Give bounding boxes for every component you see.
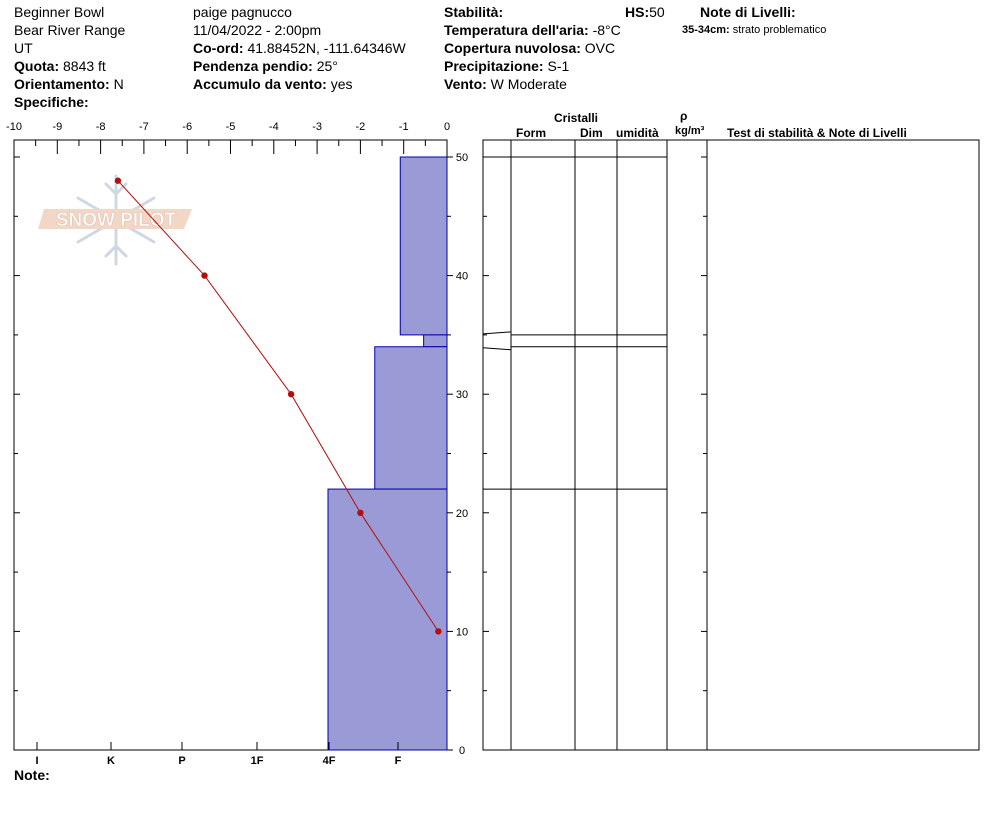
elevation-row: Quota: 8843 ft: [14, 58, 106, 74]
snowpilot-logo: SNOW PILOT: [38, 174, 192, 266]
hardness-bars: [327, 156, 448, 751]
layer-connector: [482, 347, 512, 351]
depth-tick-label: 10: [456, 626, 468, 638]
layer-connector: [482, 331, 512, 335]
slope-value: 25°: [316, 58, 338, 74]
wind-loading-value: yes: [330, 76, 353, 92]
hs-row: HS:50: [625, 4, 665, 20]
layer-note-row: 35-34cm: strato problematico: [682, 24, 826, 37]
wind-label: Vento:: [444, 76, 487, 92]
temperature-profile: [114, 177, 442, 635]
table-border: [482, 139, 980, 751]
wind-loading-label: Accumulo da vento:: [193, 76, 327, 92]
aspect-label: Orientamento:: [14, 76, 110, 92]
wind-value: W Moderate: [490, 76, 567, 92]
crystals-header: Cristalli: [554, 111, 599, 125]
rho-header: ρ: [680, 109, 688, 123]
air-temp-value: -8°C: [592, 22, 621, 38]
depth-tick-label: 40: [456, 271, 468, 283]
specifics-label: Specifiche:: [14, 94, 89, 110]
coord-row: Co-ord: 41.88452N, -111.64346W: [193, 40, 406, 56]
observer-name: paige pagnucco: [193, 4, 292, 20]
temp-tick-label: -9: [52, 121, 62, 133]
depth-tick-label: 50: [456, 152, 468, 164]
state-name: UT: [14, 40, 33, 56]
hardness-label: I: [35, 755, 38, 767]
coord-label: Co-ord:: [193, 40, 244, 56]
temperature-point: [435, 628, 442, 635]
form-header: Form: [516, 126, 546, 140]
hardness-bar: [374, 346, 448, 490]
notes-label: Note:: [14, 767, 50, 783]
stability-label: Stabilità:: [444, 4, 504, 20]
hardness-bar: [327, 488, 448, 751]
moisture-header: umidità: [616, 126, 659, 140]
depth-tick-label: 0: [459, 745, 465, 757]
temp-tick-label: -1: [399, 121, 409, 133]
size-header: Dim: [580, 126, 603, 140]
precip-value: S-1: [547, 58, 570, 74]
elevation-label: Quota:: [14, 58, 60, 74]
hardness-label: P: [178, 755, 185, 767]
hardness-label: F: [395, 755, 402, 767]
coord-value: 41.88452N, -111.64346W: [247, 40, 406, 56]
hardness-bar: [423, 334, 448, 348]
sky-value: OVC: [584, 40, 616, 56]
observation-datetime: 11/04/2022 - 2:00pm: [193, 22, 322, 38]
hardness-label: K: [107, 755, 115, 767]
temperature-point: [287, 391, 295, 398]
layer-notes-label: Note di Livelli:: [700, 4, 796, 20]
aspect-row: Orientamento: N: [14, 76, 124, 92]
temp-tick-label: -4: [269, 121, 279, 133]
slope-label: Pendenza pendio:: [193, 58, 313, 74]
stability-tests-header: Test di stabilità & Note di Livelli: [727, 126, 907, 140]
sky-row: Copertura nuvolosa: OVC: [444, 40, 615, 56]
slope-row: Pendenza pendio: 25°: [193, 58, 338, 74]
hardness-label: 4F: [323, 755, 336, 767]
temp-tick-label: 0: [444, 121, 450, 133]
air-temp-label: Temperatura dell'aria:: [444, 22, 589, 38]
wind-row: Vento: W Moderate: [444, 76, 567, 92]
range-name: Bear River Range: [14, 22, 126, 38]
temperature-point: [357, 509, 364, 516]
layer-note-text: strato problematico: [732, 24, 827, 36]
sky-label: Copertura nuvolosa:: [444, 40, 581, 56]
hs-value: 50: [649, 4, 665, 20]
temperature-point: [114, 177, 122, 184]
temp-tick-label: -8: [96, 121, 106, 133]
aspect-value: N: [113, 76, 124, 92]
location-name: Beginner Bowl: [14, 4, 105, 20]
wind-loading-row: Accumulo da vento: yes: [193, 76, 352, 92]
temp-tick-label: -5: [226, 121, 236, 133]
elevation-value: 8843 ft: [63, 58, 106, 74]
temp-tick-label: -3: [312, 121, 322, 133]
temp-tick-label: -6: [182, 121, 192, 133]
temp-tick-label: -2: [356, 121, 366, 133]
layer-table: [482, 139, 980, 751]
hs-label: HS:: [625, 4, 650, 20]
density-unit-header: kg/m³: [675, 125, 705, 137]
hardness-label: 1F: [251, 755, 264, 767]
temp-tick-label: -7: [139, 121, 149, 133]
hardness-bar: [399, 156, 448, 336]
precip-row: Precipitazione: S-1: [444, 58, 569, 74]
depth-tick-label: 30: [456, 389, 468, 401]
temperature-point: [201, 272, 208, 279]
air-temp-row: Temperatura dell'aria: -8°C: [444, 22, 621, 38]
temp-tick-label: -10: [6, 121, 22, 133]
precip-label: Precipitazione:: [444, 58, 544, 74]
depth-tick-label: 20: [456, 508, 468, 520]
logo-text: SNOW PILOT: [56, 210, 177, 231]
layer-note-depth: 35-34cm:: [682, 24, 730, 36]
